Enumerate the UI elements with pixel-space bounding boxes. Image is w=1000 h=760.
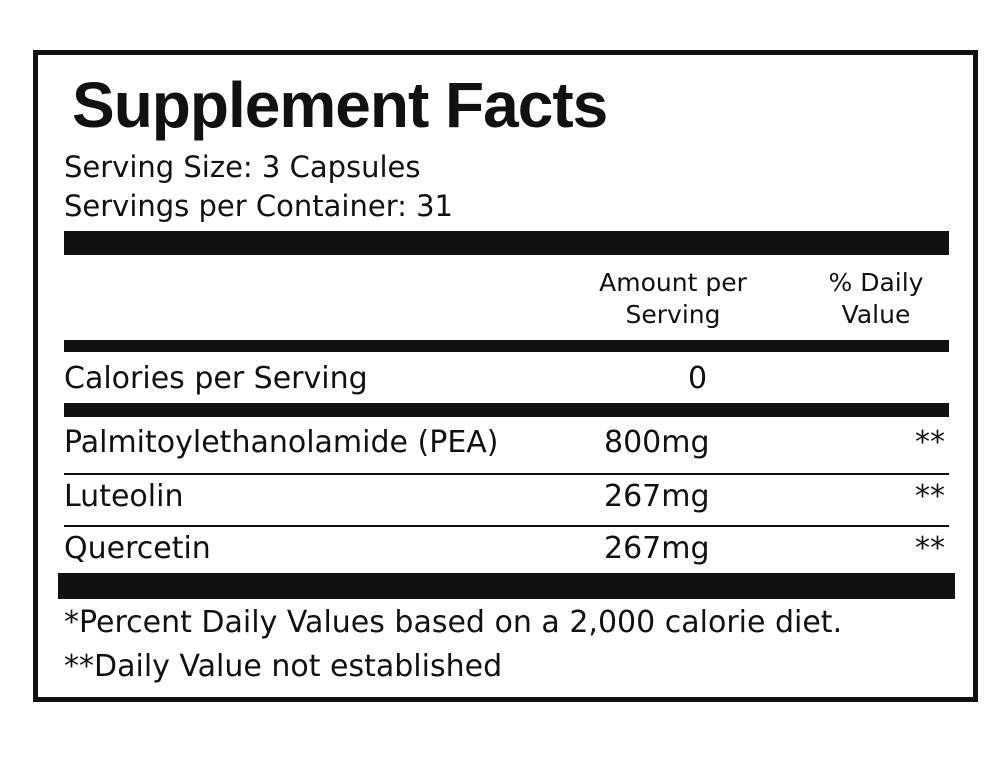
serving-size: Serving Size: 3 Capsules: [64, 150, 421, 184]
divider-under-headers: [64, 340, 949, 352]
ingredient-daily-value: **: [915, 479, 945, 514]
row-divider: [64, 473, 949, 475]
ingredient-row: Palmitoylethanolamide (PEA) 800mg **: [64, 419, 949, 469]
ingredient-row: Quercetin 267mg **: [64, 525, 949, 575]
amount-column-header: Amount per Serving: [578, 267, 768, 331]
ingredient-amount: 267mg: [604, 479, 710, 514]
amount-header-line1: Amount per: [599, 268, 747, 297]
amount-header-line2: Serving: [625, 300, 721, 329]
panel-title: Supplement Facts: [72, 69, 608, 141]
ingredient-name: Palmitoylethanolamide (PEA): [64, 425, 499, 460]
ingredient-daily-value: **: [915, 425, 945, 460]
dv-header-line1: % Daily: [828, 268, 924, 297]
calories-row: Calories per Serving 0: [64, 355, 949, 405]
ingredient-row: Luteolin 267mg **: [64, 473, 949, 523]
footnote-daily-values: *Percent Daily Values based on a 2,000 c…: [64, 605, 843, 640]
daily-value-column-header: % Daily Value: [806, 267, 946, 331]
ingredient-amount: 267mg: [604, 531, 710, 566]
supplement-facts-panel: Supplement Facts Serving Size: 3 Capsule…: [33, 50, 978, 702]
ingredient-daily-value: **: [915, 531, 945, 566]
ingredient-amount: 800mg: [604, 425, 710, 460]
calories-label: Calories per Serving: [64, 361, 368, 396]
ingredient-name: Luteolin: [64, 479, 184, 514]
thick-divider-bottom: [58, 573, 955, 599]
calories-value: 0: [688, 361, 708, 396]
dv-header-line2: Value: [841, 300, 911, 329]
footnote-not-established: **Daily Value not established: [64, 649, 503, 684]
servings-per-container: Servings per Container: 31: [64, 189, 453, 223]
row-divider: [64, 525, 949, 527]
thick-divider-top: [64, 231, 949, 255]
ingredient-name: Quercetin: [64, 531, 211, 566]
divider-under-calories: [64, 403, 949, 417]
